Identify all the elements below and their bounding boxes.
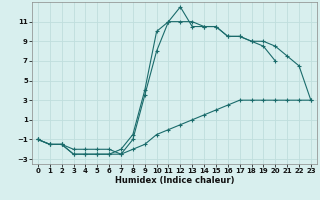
X-axis label: Humidex (Indice chaleur): Humidex (Indice chaleur) [115, 176, 234, 185]
